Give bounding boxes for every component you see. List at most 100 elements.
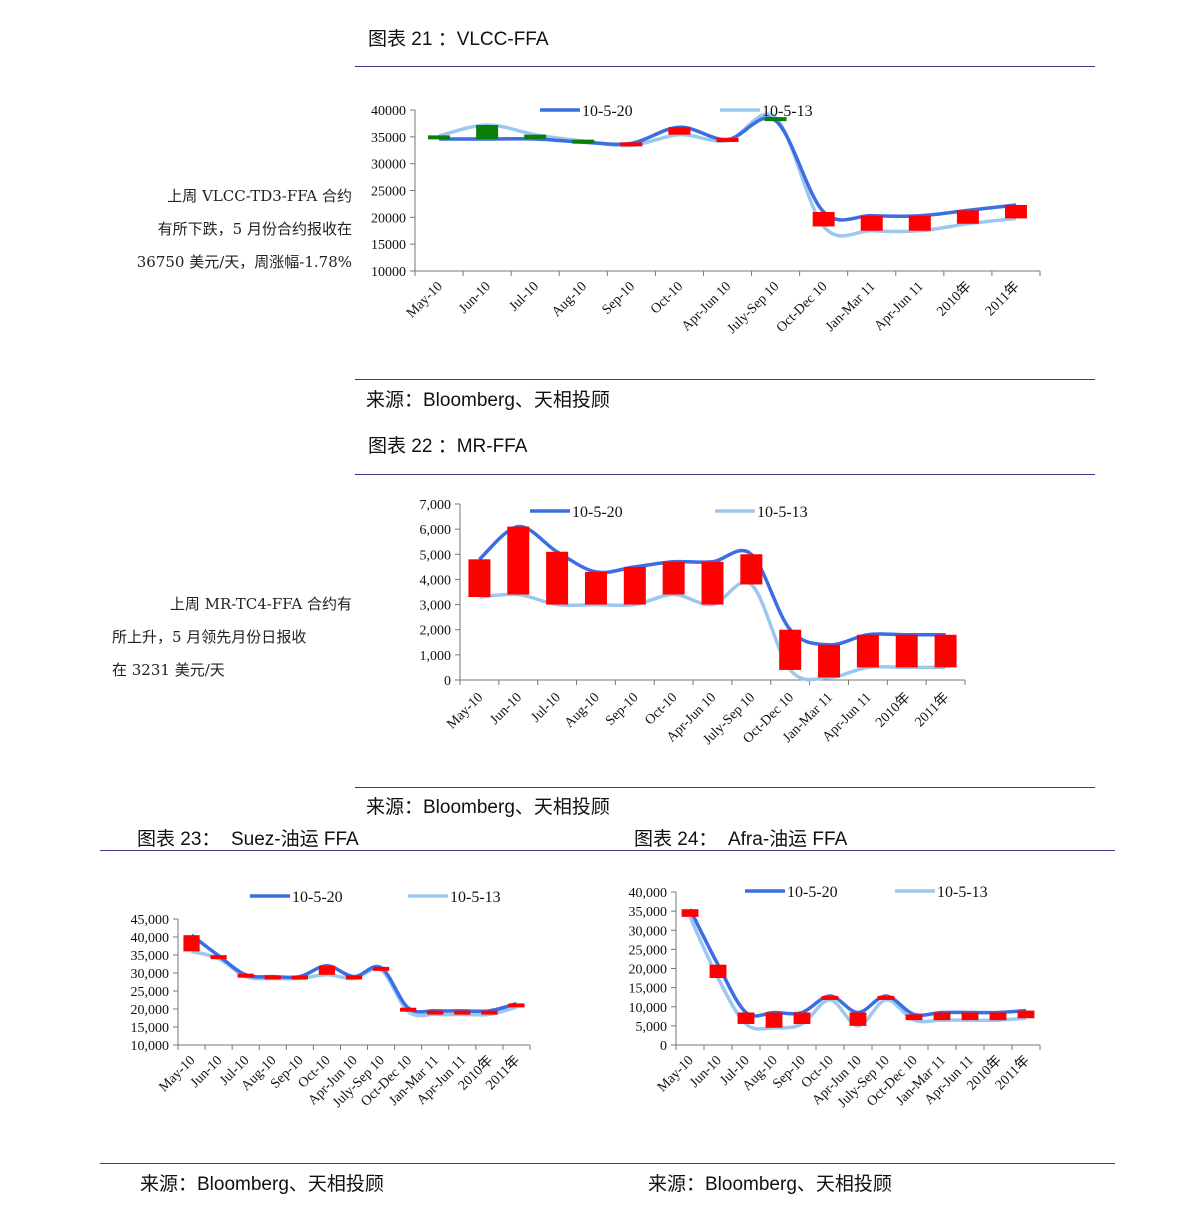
change-box [818,644,841,678]
y-tick-label: 0 [660,1039,667,1054]
x-tick-label: Oct-10 [648,279,686,317]
change-box [765,1012,783,1028]
legend-label-10-5-20: 10-5-20 [787,884,838,901]
x-tick-label: Oct-10 [296,1053,334,1091]
x-tick-label: Oct-10 [799,1053,837,1091]
x-tick-label: July-Sep 10 [725,279,783,337]
x-tick-label: Oct-Dec 10 [358,1053,415,1110]
y-tick-label: 40,000 [629,886,668,901]
vlcc-side-note-line-3: 36750 美元/天，周涨幅-1.78% [136,253,352,271]
x-tick-label: Jan-Mar 11 [893,1053,949,1109]
chart-22-bottom-rule [355,787,1095,788]
change-box [933,1012,951,1021]
x-tick-label: Aug-10 [562,690,603,731]
x-tick-label: May-10 [404,279,446,321]
change-box [572,139,595,144]
x-tick-label: May-10 [444,690,486,732]
change-box [237,973,254,978]
x-tick-label: 2011年 [912,690,953,731]
chart-21-source: 来源：Bloomberg、天相投顾 [366,390,610,411]
x-tick-label: Jun-10 [188,1053,226,1091]
x-tick-label: Jan-Mar 11 [780,690,836,746]
change-box [584,571,607,605]
change-box [454,1010,471,1015]
chart-22-source: 来源：Bloomberg、天相投顾 [366,797,610,818]
change-box [508,1003,525,1008]
x-tick-label: Apr-Jun 10 [664,690,719,745]
vlcc-side-note-line-1: 上周 VLCC-TD3-FFA 合约 [167,187,352,205]
change-box [345,975,363,980]
x-tick-label: July-Sep 10 [701,690,759,748]
change-box [737,1012,755,1024]
x-tick-label: Jun-10 [488,690,526,728]
change-box [681,909,699,917]
x-tick-label: Jul-10 [507,279,542,314]
y-tick-label: 10000 [371,265,406,280]
y-tick-label: 35000 [371,131,406,146]
change-box [481,1010,498,1015]
mr-side-note: 上周 MR-TC4-FFA 合约有 所上升，5 月领先月份日报收 在 3231 … [112,588,352,687]
x-tick-label: May-10 [655,1053,697,1095]
change-box [905,1014,923,1021]
vlcc-side-note-line-2: 有所下跌，5 月份合约报收在 [157,220,352,238]
y-tick-label: 30,000 [131,967,170,982]
change-box [956,210,979,224]
mr-side-note-line-1: 上周 MR-TC4-FFA 合约有 [169,595,352,613]
change-box [372,966,390,971]
x-tick-label: Jul-10 [529,690,564,725]
series-10-5-13-line [479,580,946,682]
y-tick-label: 10,000 [629,1001,668,1016]
y-tick-label: 25000 [371,185,406,200]
change-box [856,634,879,668]
y-tick-label: 4,000 [420,573,452,588]
x-tick-label: 2010年 [455,1053,496,1094]
y-tick-label: 6,000 [420,523,452,538]
change-box [476,125,499,139]
change-box [318,965,336,975]
change-box [620,142,643,147]
mr-side-note-line-2: 所上升，5 月领先月份日报收 [112,628,307,646]
change-box [546,551,569,605]
chart-23-title: 图表 23： Suez-油运 FFA [137,829,359,850]
change-box [1017,1010,1035,1019]
change-box [524,134,547,139]
x-tick-label: 2010年 [934,279,975,320]
y-tick-label: 25,000 [131,985,170,1000]
x-tick-label: Sep-10 [603,690,642,729]
chart-21-top-rule [355,66,1095,67]
x-tick-label: Jun-10 [687,1053,725,1091]
change-box [507,526,530,595]
chart-22-title: 图表 22 ：MR-FFA [368,436,528,457]
change-box [701,561,724,605]
change-box [1004,204,1027,219]
change-box [264,975,281,980]
y-tick-label: 15000 [371,238,406,253]
change-box [427,1010,444,1015]
x-tick-label: Aug-10 [549,279,590,320]
change-box [812,211,835,227]
y-tick-label: 5,000 [420,548,452,563]
y-tick-label: 35,000 [131,949,170,964]
charts-23-24-top-rule [100,850,1115,851]
y-tick-label: 0 [444,674,451,689]
change-box [740,554,763,585]
change-box [821,995,839,1000]
y-tick-label: 30000 [371,158,406,173]
change-box [623,566,646,605]
change-box [183,935,200,952]
x-tick-label: Apr-Jun 10 [306,1053,361,1108]
x-tick-label: Jul-10 [217,1053,252,1088]
x-tick-label: Jan-Mar 11 [386,1053,442,1109]
legend-label-10-5-13: 10-5-13 [937,884,988,901]
series-10-5-20-line [478,524,946,647]
y-tick-label: 3,000 [420,599,452,614]
change-box [895,634,918,668]
change-box [793,1012,811,1024]
x-tick-label: May-10 [156,1053,198,1095]
x-tick-label: Oct-Dec 10 [774,279,831,336]
x-tick-label: 2011年 [992,1053,1033,1094]
chart-24-source: 来源：Bloomberg、天相投顾 [648,1174,892,1195]
x-tick-label: Apr-Jun 11 [414,1053,469,1108]
x-tick-label: Jun-10 [456,279,494,317]
x-tick-label: Jan-Mar 11 [823,279,879,335]
